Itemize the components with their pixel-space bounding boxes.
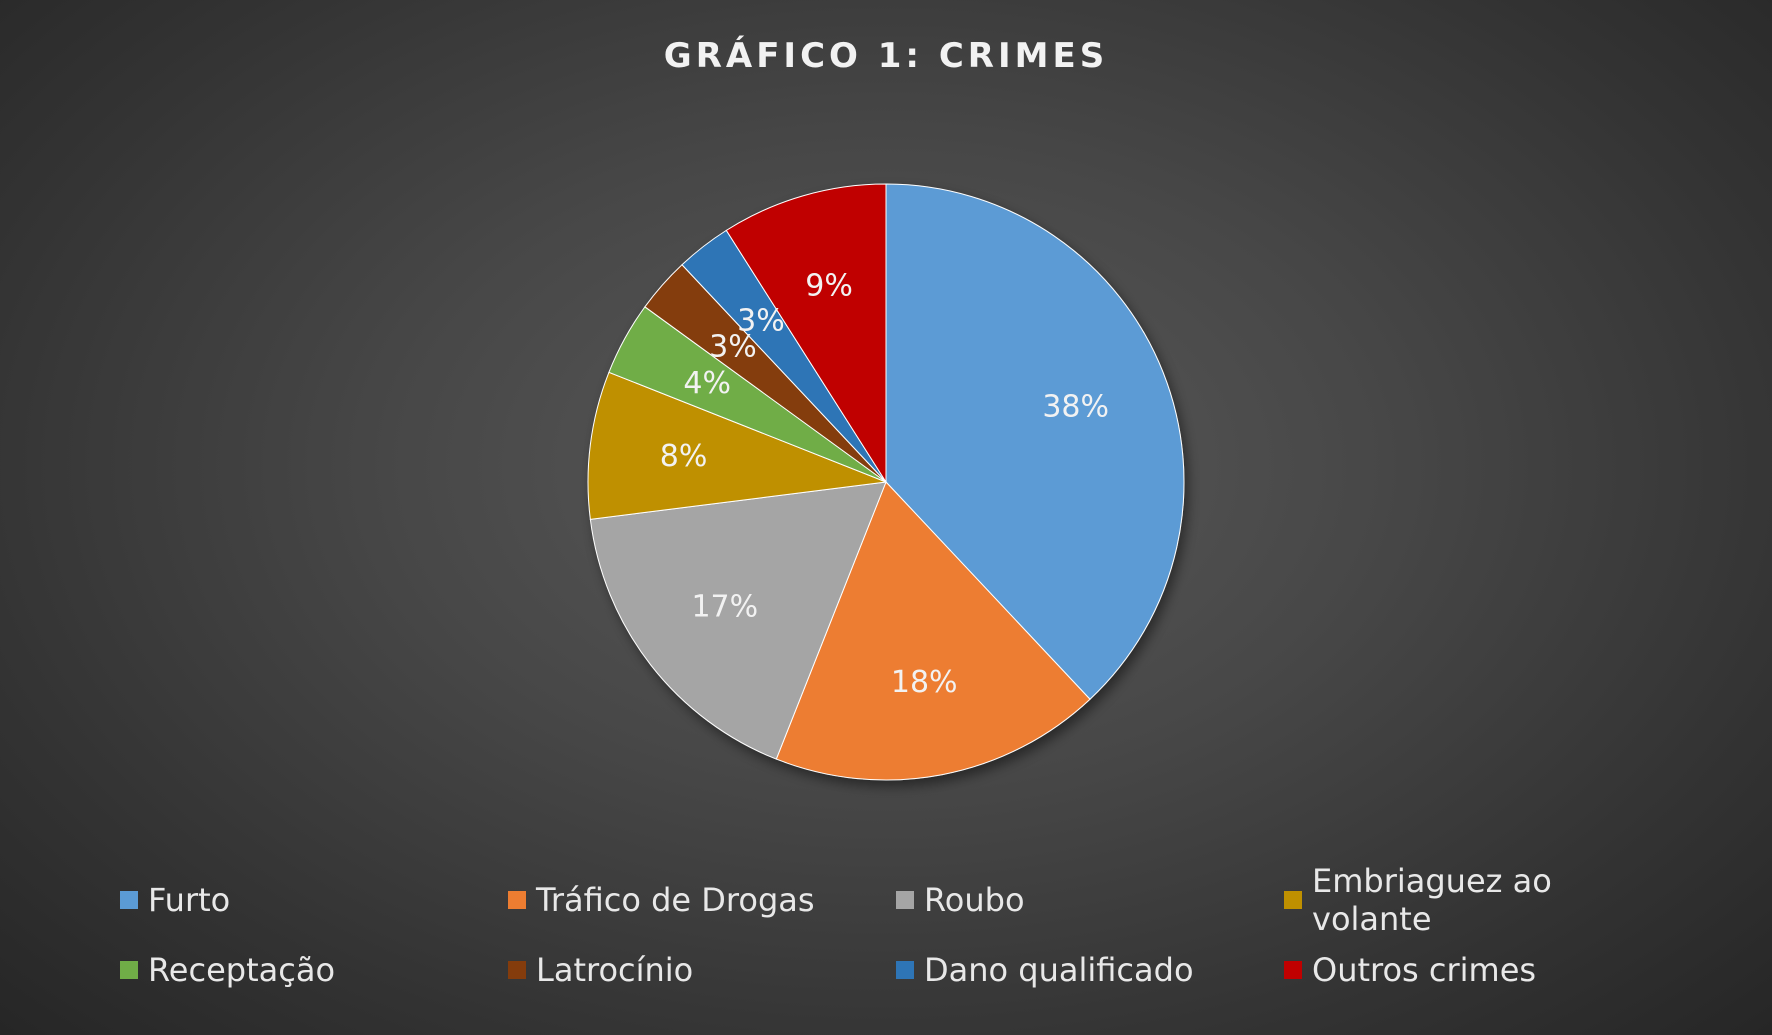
- legend-swatch: [896, 891, 914, 909]
- pie-slice-tr-fico-de-drogas: [775, 481, 1091, 781]
- data-label-tr-fico-de-drogas: 18%: [891, 665, 958, 700]
- chart-title: GRÁFICO 1: CRIMES: [663, 36, 1109, 76]
- pie-slices: [587, 183, 1185, 781]
- pie-slice-outros-crimes: [725, 183, 887, 484]
- data-label-dano-qualificado: 3%: [737, 303, 785, 338]
- legend-swatch: [1284, 961, 1302, 979]
- data-label-embriaguez-ao-volante: 8%: [660, 439, 708, 474]
- legend-item: Tráfico de Drogas: [508, 880, 896, 920]
- legend-label: Dano qualificado: [924, 951, 1194, 989]
- legend-swatch: [508, 961, 526, 979]
- legend-label: Latrocínio: [536, 951, 694, 989]
- data-label-latroc-nio: 3%: [709, 330, 757, 365]
- pie-data-labels: 38% 18% 17% 8% 4%3%3% 9%: [660, 269, 1109, 700]
- pie-slice-furto: [885, 183, 1185, 700]
- pie-chart: 38% 18% 17% 8% 4%3%3% 9%: [587, 183, 1185, 781]
- chart-legend: Furto Tráfico de Drogas Roubo Embriaguez ao…: [120, 862, 1680, 990]
- legend-item: Outros crimes: [1284, 950, 1680, 990]
- legend-label: Embriaguez ao volante: [1312, 862, 1552, 938]
- data-label-outros-crimes: 9%: [805, 269, 853, 304]
- legend-swatch: [120, 961, 138, 979]
- legend-swatch: [120, 891, 138, 909]
- legend-swatch: [896, 961, 914, 979]
- legend-item: Embriaguez ao volante: [1284, 862, 1680, 938]
- legend-item: Receptação: [120, 950, 508, 990]
- legend-label: Receptação: [148, 951, 336, 989]
- data-label-recepta-o: 4%: [683, 366, 731, 401]
- legend-item: Roubo: [896, 880, 1284, 920]
- legend-item: Furto: [120, 880, 508, 920]
- legend-label: Outros crimes: [1312, 951, 1537, 989]
- legend-item: Latrocínio: [508, 950, 896, 990]
- data-label-roubo: 17%: [691, 590, 758, 625]
- legend-item: Dano qualificado: [896, 950, 1284, 990]
- legend-label: Furto: [148, 881, 231, 919]
- legend-label: Tráfico de Drogas: [536, 881, 815, 919]
- legend-swatch: [1284, 891, 1302, 909]
- legend-swatch: [508, 891, 526, 909]
- pie-slice-embriaguez-ao-volante: [587, 371, 887, 520]
- legend-label: Roubo: [924, 881, 1025, 919]
- pie-slice-roubo: [589, 481, 887, 760]
- data-label-furto: 38%: [1042, 389, 1109, 424]
